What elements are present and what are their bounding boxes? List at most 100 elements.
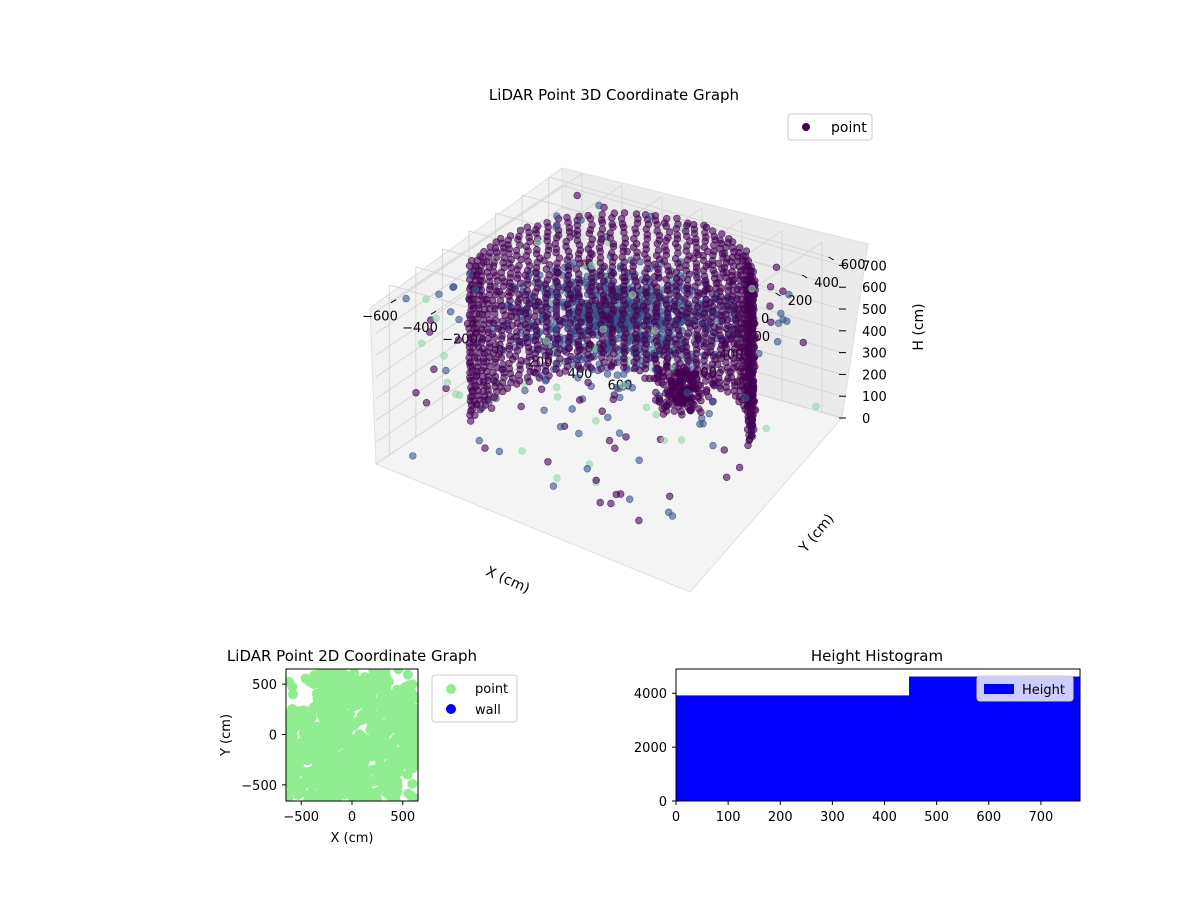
point-3d — [565, 337, 573, 346]
point-3d — [642, 245, 650, 253]
point-3d — [592, 476, 600, 484]
point-3d — [523, 314, 532, 322]
point-3d — [587, 364, 595, 372]
point-3d — [630, 358, 638, 366]
point-3d — [514, 235, 522, 244]
point-3d — [485, 253, 493, 261]
point-3d — [447, 308, 455, 316]
point-2d — [345, 676, 356, 687]
point-3d — [490, 333, 499, 342]
point-3d — [607, 499, 615, 508]
point-3d — [556, 423, 565, 431]
point-3d — [532, 306, 540, 315]
point-3d — [643, 291, 651, 300]
point-3d — [717, 239, 725, 248]
point-2d — [371, 764, 382, 775]
point-3d — [708, 307, 717, 315]
point-2d — [313, 746, 324, 757]
point-3d — [481, 444, 489, 452]
point-3d — [516, 226, 525, 235]
point-3d — [722, 473, 731, 481]
point-3d — [575, 429, 583, 438]
point-3d — [476, 405, 484, 414]
point-3d — [608, 309, 616, 318]
point-2d — [286, 725, 294, 736]
point-3d — [676, 264, 684, 272]
point-3d — [486, 362, 494, 370]
point-3d — [575, 250, 583, 258]
point-3d — [412, 389, 420, 397]
point-3d — [605, 436, 614, 445]
point-2d — [343, 718, 354, 729]
point-3d — [545, 372, 553, 380]
point-2d — [286, 755, 294, 766]
point-3d — [592, 417, 600, 425]
point-3d — [553, 349, 562, 357]
point-3d — [683, 284, 691, 293]
point-3d — [585, 344, 593, 353]
point-2d — [369, 685, 380, 696]
point-3d — [633, 325, 641, 333]
point-2d — [317, 669, 328, 677]
point-3d — [730, 248, 738, 256]
point-3d — [621, 301, 629, 309]
point-3d — [694, 278, 702, 287]
point-3d — [703, 247, 712, 256]
point-2d — [383, 750, 394, 761]
point-3d — [652, 388, 660, 397]
point-3d — [708, 261, 717, 269]
point-2d — [327, 736, 338, 747]
point-3d — [620, 358, 628, 367]
histogram-x-tick-label: 600 — [976, 810, 1001, 825]
point-2d — [329, 684, 340, 695]
point-3d — [724, 388, 732, 396]
point-2d — [362, 679, 373, 690]
point-3d — [683, 389, 691, 397]
point-3d — [693, 374, 701, 382]
point-2d — [303, 794, 314, 801]
point-3d — [676, 278, 684, 286]
point-3d — [779, 315, 787, 324]
point-3d — [685, 370, 693, 379]
point-3d — [541, 294, 550, 302]
point-3d — [498, 335, 506, 343]
point-2d — [334, 725, 345, 736]
point-2d — [348, 772, 359, 783]
point-2d — [298, 709, 309, 719]
point-3d — [617, 215, 626, 223]
point-3d — [549, 482, 558, 490]
point-3d — [732, 320, 740, 328]
point-3d — [442, 384, 450, 393]
point-3d — [585, 315, 593, 323]
point-3d — [772, 263, 781, 271]
point-2d — [404, 704, 415, 715]
point-3d — [694, 336, 702, 344]
point-3d — [500, 373, 508, 382]
point-2d — [335, 739, 346, 749]
point-2d — [375, 669, 386, 677]
point-3d — [641, 365, 650, 373]
x-tick-3d — [390, 299, 397, 304]
point-2d — [310, 721, 321, 732]
point-3d — [709, 441, 717, 450]
point-3d — [676, 359, 684, 367]
x-tick-3d — [430, 310, 437, 315]
point-3d — [723, 378, 731, 386]
point-3d — [544, 356, 553, 365]
point-3d — [574, 307, 583, 316]
point-3d — [708, 365, 716, 373]
point-2d — [383, 726, 394, 737]
legend-histogram: Height — [976, 675, 1074, 702]
point-2d — [372, 711, 383, 722]
point-3d — [641, 344, 649, 353]
point-3d — [607, 363, 616, 371]
point-3d — [490, 377, 498, 385]
point-2d — [367, 696, 378, 707]
point-3d — [586, 215, 595, 223]
point-3d — [565, 228, 574, 236]
point-3d — [573, 191, 581, 200]
point-3d — [491, 305, 499, 313]
point-3d — [516, 365, 524, 374]
point-3d — [682, 343, 691, 351]
point-2d — [393, 669, 404, 675]
